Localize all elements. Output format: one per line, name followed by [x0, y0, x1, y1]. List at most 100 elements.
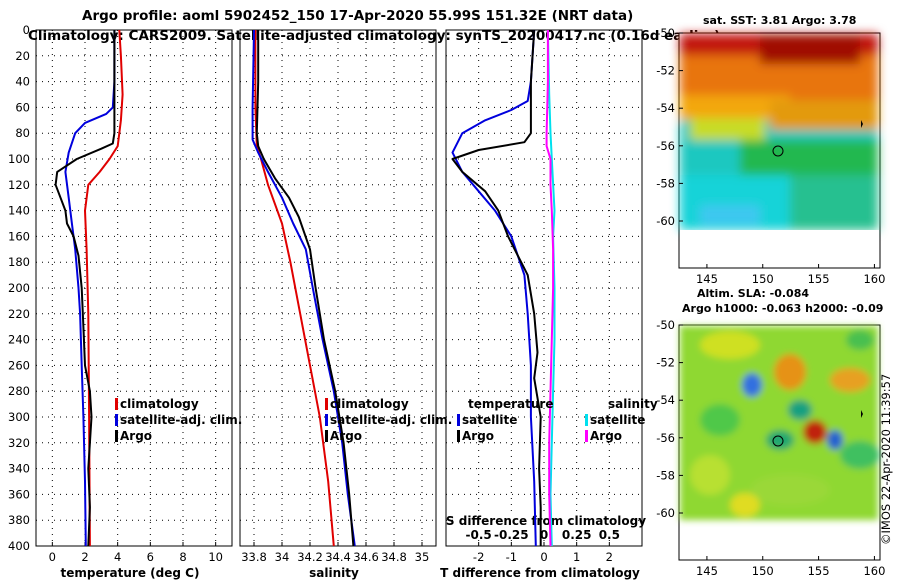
- x-tick-label: 6: [147, 550, 154, 564]
- y-tick-label: 180: [8, 255, 30, 269]
- map-y-tick-label: -58: [656, 468, 675, 482]
- series-line-1: [64, 30, 116, 546]
- x-tick-label: 34.6: [353, 550, 379, 564]
- secondary-axis-box: [456, 512, 632, 540]
- x-tick-label: 34.4: [325, 550, 351, 564]
- legend-label: Argo: [462, 429, 494, 443]
- y-tick-label: 380: [8, 513, 30, 527]
- panel-frame: [35, 29, 233, 547]
- map-y-tick-label: -50: [656, 318, 675, 332]
- series-line-1: [251, 30, 356, 546]
- series-group: [251, 30, 356, 546]
- argo-position-marker-sla: [772, 435, 784, 447]
- map-y-tick-label: -56: [656, 139, 675, 153]
- y-tick-label: 0: [23, 23, 30, 37]
- y-tick-label: 220: [8, 307, 30, 321]
- grid: [36, 29, 232, 547]
- grid: [240, 29, 436, 547]
- series-line-2: [255, 30, 355, 546]
- legend-swatch: [325, 414, 328, 426]
- series-group: [451, 30, 556, 546]
- y-tick-label: 160: [8, 229, 30, 243]
- salinity-profile-panel: 33.8 34 34.2 34.4 34.6 34.8 35 salinity climatol…: [239, 29, 452, 580]
- y-tick-label: 260: [8, 358, 30, 372]
- secondary-tick-label: -0.5: [466, 528, 492, 542]
- map-x-tick-label: 150: [752, 272, 774, 286]
- x-tick-label: -1: [506, 550, 517, 564]
- x-tick-label: 2: [81, 550, 88, 564]
- y-tick-label: 400: [8, 539, 30, 553]
- x-tick-label: 34.8: [381, 550, 407, 564]
- series-line-0: [84, 30, 124, 546]
- y-tick-label: 80: [15, 126, 30, 140]
- x-tick-label: 0: [49, 550, 56, 564]
- x-tick-label: -2: [473, 550, 484, 564]
- legend-label: Argo: [590, 429, 622, 443]
- y-tick-label: 20: [15, 49, 30, 63]
- legend: climatology satellite-adj. clim. Argo: [115, 397, 242, 443]
- x-axis-label: salinity: [309, 566, 359, 580]
- legend-label: satellite: [462, 413, 517, 427]
- argo-position-marker: [772, 145, 784, 157]
- map-x-tick-label: 150: [752, 564, 774, 578]
- map-y-tick-label: -50: [656, 26, 675, 40]
- sla-map-subtitle: Argo h1000: -0.063 h2000: -0.09: [682, 302, 883, 315]
- sla-map-title: Altim. SLA: -0.084: [697, 287, 809, 300]
- y-tick-label: 100: [8, 152, 30, 166]
- series-line-0: [451, 30, 537, 546]
- y-tick-label: 320: [8, 436, 30, 450]
- series-line-3: [545, 30, 555, 546]
- temperature-profile-panel: 0 2 4 6 8 10 temperature (deg C) 0 20 40 60 80 100 12…: [8, 23, 242, 580]
- secondary-tick-label: -0.25: [494, 528, 529, 542]
- y-tick-label: 140: [8, 204, 30, 218]
- map-x-tick-label: 155: [808, 564, 830, 578]
- x-tick-label: 1: [573, 550, 580, 564]
- map-y-tick-label: -54: [656, 393, 675, 407]
- legend-swatch: [115, 414, 118, 426]
- legend-swatch: [325, 398, 328, 410]
- sst-map-axes: 145 150 155 160 -50 -52 -54 -56 -58 -60: [656, 26, 885, 286]
- y-tick-label: 240: [8, 333, 30, 347]
- legend-label: satellite-adj. clim.: [330, 413, 452, 427]
- series-group: [54, 30, 124, 546]
- legend: climatology satellite-adj. clim. Argo: [325, 397, 452, 443]
- legend-label: Argo: [120, 429, 152, 443]
- legend-swatch: [325, 430, 328, 442]
- secondary-tick-label: 0.25: [562, 528, 592, 542]
- x-axis-label: T difference from climatology: [440, 566, 640, 580]
- y-tick-label: 200: [8, 281, 30, 295]
- x-tick-label: 10: [208, 550, 223, 564]
- legend-label: climatology: [330, 397, 409, 411]
- map-x-tick-label: 160: [863, 272, 885, 286]
- map-x-tick-label: 145: [696, 564, 718, 578]
- map-y-tick-label: -58: [656, 176, 675, 190]
- map-y-tick-label: -56: [656, 431, 675, 445]
- figure-title-line1: Argo profile: aoml 5902452_150 17-Apr-20…: [82, 8, 633, 24]
- y-tick-label: 120: [8, 178, 30, 192]
- secondary-tick-label: 0.5: [599, 528, 620, 542]
- y-tick-label: 40: [15, 75, 30, 89]
- legend-group-label: temperature: [468, 397, 553, 411]
- legend: temperature salinity satellite Argo satellit…: [457, 397, 658, 443]
- map-y-tick-label: -60: [656, 506, 675, 520]
- legend-swatch: [115, 430, 118, 442]
- x-tick-label: 33.8: [241, 550, 267, 564]
- legend-label: satellite: [590, 413, 645, 427]
- legend-group-label: salinity: [608, 397, 658, 411]
- island-marker: [861, 120, 863, 128]
- map-x-tick-label: 160: [863, 564, 885, 578]
- x-tick-label: 4: [114, 550, 121, 564]
- x-axis-label: temperature (deg C): [61, 566, 200, 580]
- x-tick-label: 0: [540, 550, 547, 564]
- legend-swatch: [115, 398, 118, 410]
- legend-label: satellite-adj. clim.: [120, 413, 242, 427]
- map-y-tick-label: -52: [656, 356, 675, 370]
- map-y-tick-label: -54: [656, 101, 675, 115]
- x-tick-label: 8: [179, 550, 186, 564]
- y-tick-label: 360: [8, 487, 30, 501]
- island-marker-sla: [861, 410, 863, 418]
- map-y-tick-label: -52: [656, 64, 675, 78]
- sla-map-axes: 145 150 155 160 -50 -52 -54 -56 -58 -60: [656, 318, 885, 578]
- sst-map-title: sat. SST: 3.81 Argo: 3.78: [703, 14, 856, 27]
